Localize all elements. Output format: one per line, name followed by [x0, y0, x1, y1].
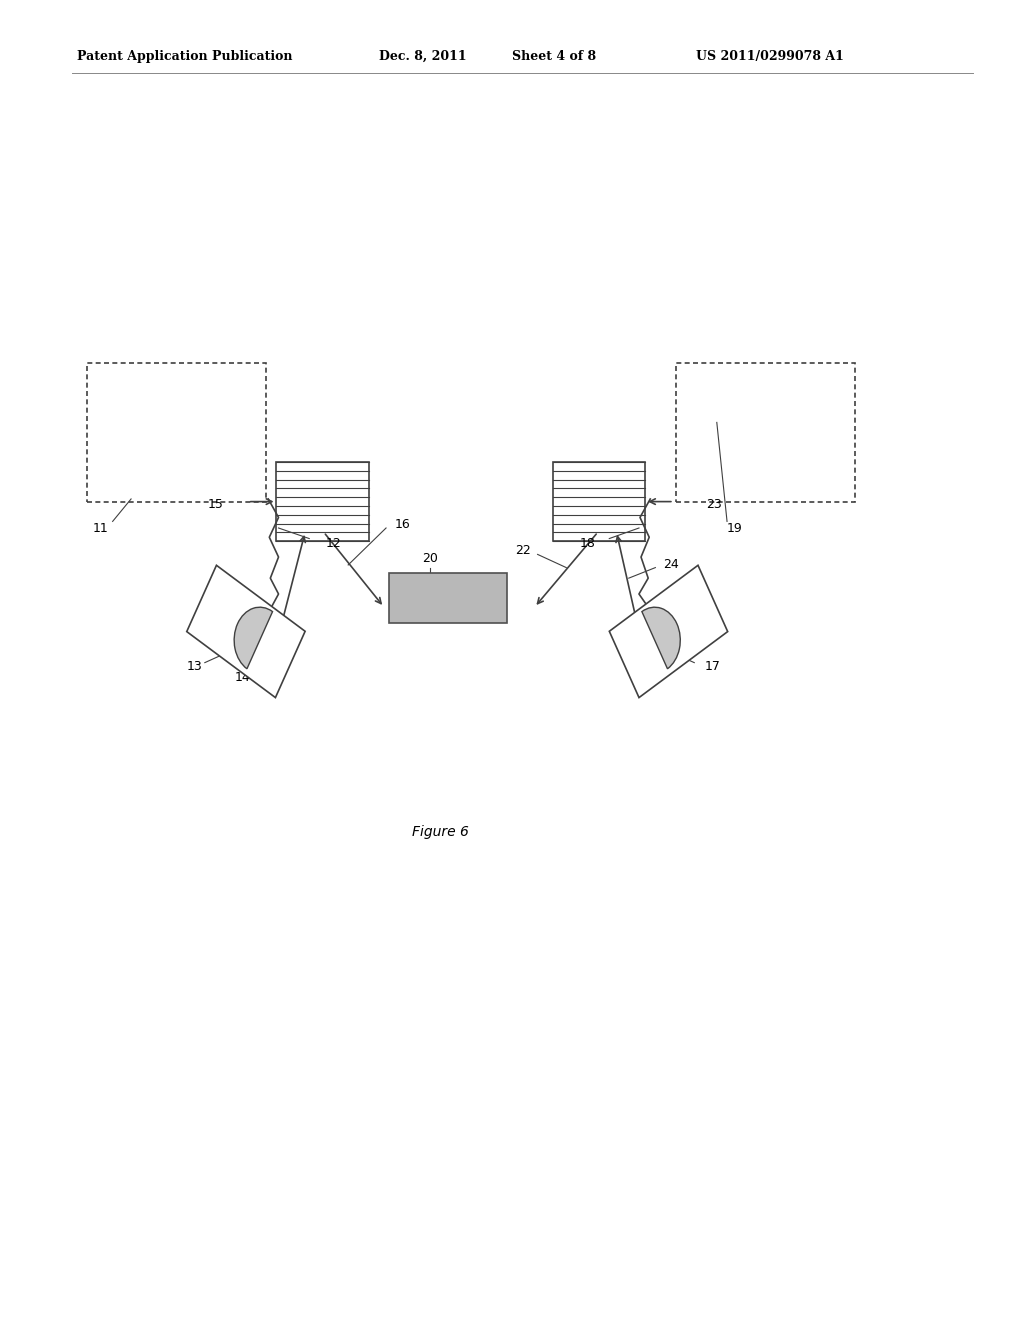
Wedge shape: [642, 607, 680, 669]
Text: Patent Application Publication: Patent Application Publication: [77, 50, 292, 63]
FancyBboxPatch shape: [389, 573, 507, 623]
Text: 11: 11: [92, 521, 109, 535]
Text: Sheet 4 of 8: Sheet 4 of 8: [512, 50, 596, 63]
FancyBboxPatch shape: [609, 565, 728, 697]
Text: Dec. 8, 2011: Dec. 8, 2011: [379, 50, 467, 63]
Text: 16: 16: [394, 517, 410, 531]
FancyBboxPatch shape: [676, 363, 855, 502]
FancyBboxPatch shape: [87, 363, 266, 502]
Text: 22: 22: [515, 544, 530, 557]
Text: Figure 6: Figure 6: [412, 825, 469, 840]
Text: US 2011/0299078 A1: US 2011/0299078 A1: [696, 50, 844, 63]
Text: 19: 19: [727, 521, 742, 535]
Text: 17: 17: [705, 660, 721, 673]
FancyBboxPatch shape: [186, 565, 305, 697]
Wedge shape: [234, 607, 272, 669]
Text: 23: 23: [707, 498, 722, 511]
Text: 13: 13: [186, 660, 203, 673]
Text: 20: 20: [422, 552, 438, 565]
Text: 18: 18: [580, 537, 596, 550]
Text: 15: 15: [207, 498, 223, 511]
Text: 12: 12: [326, 537, 341, 550]
Text: 14: 14: [234, 671, 251, 684]
Text: 24: 24: [664, 558, 679, 572]
